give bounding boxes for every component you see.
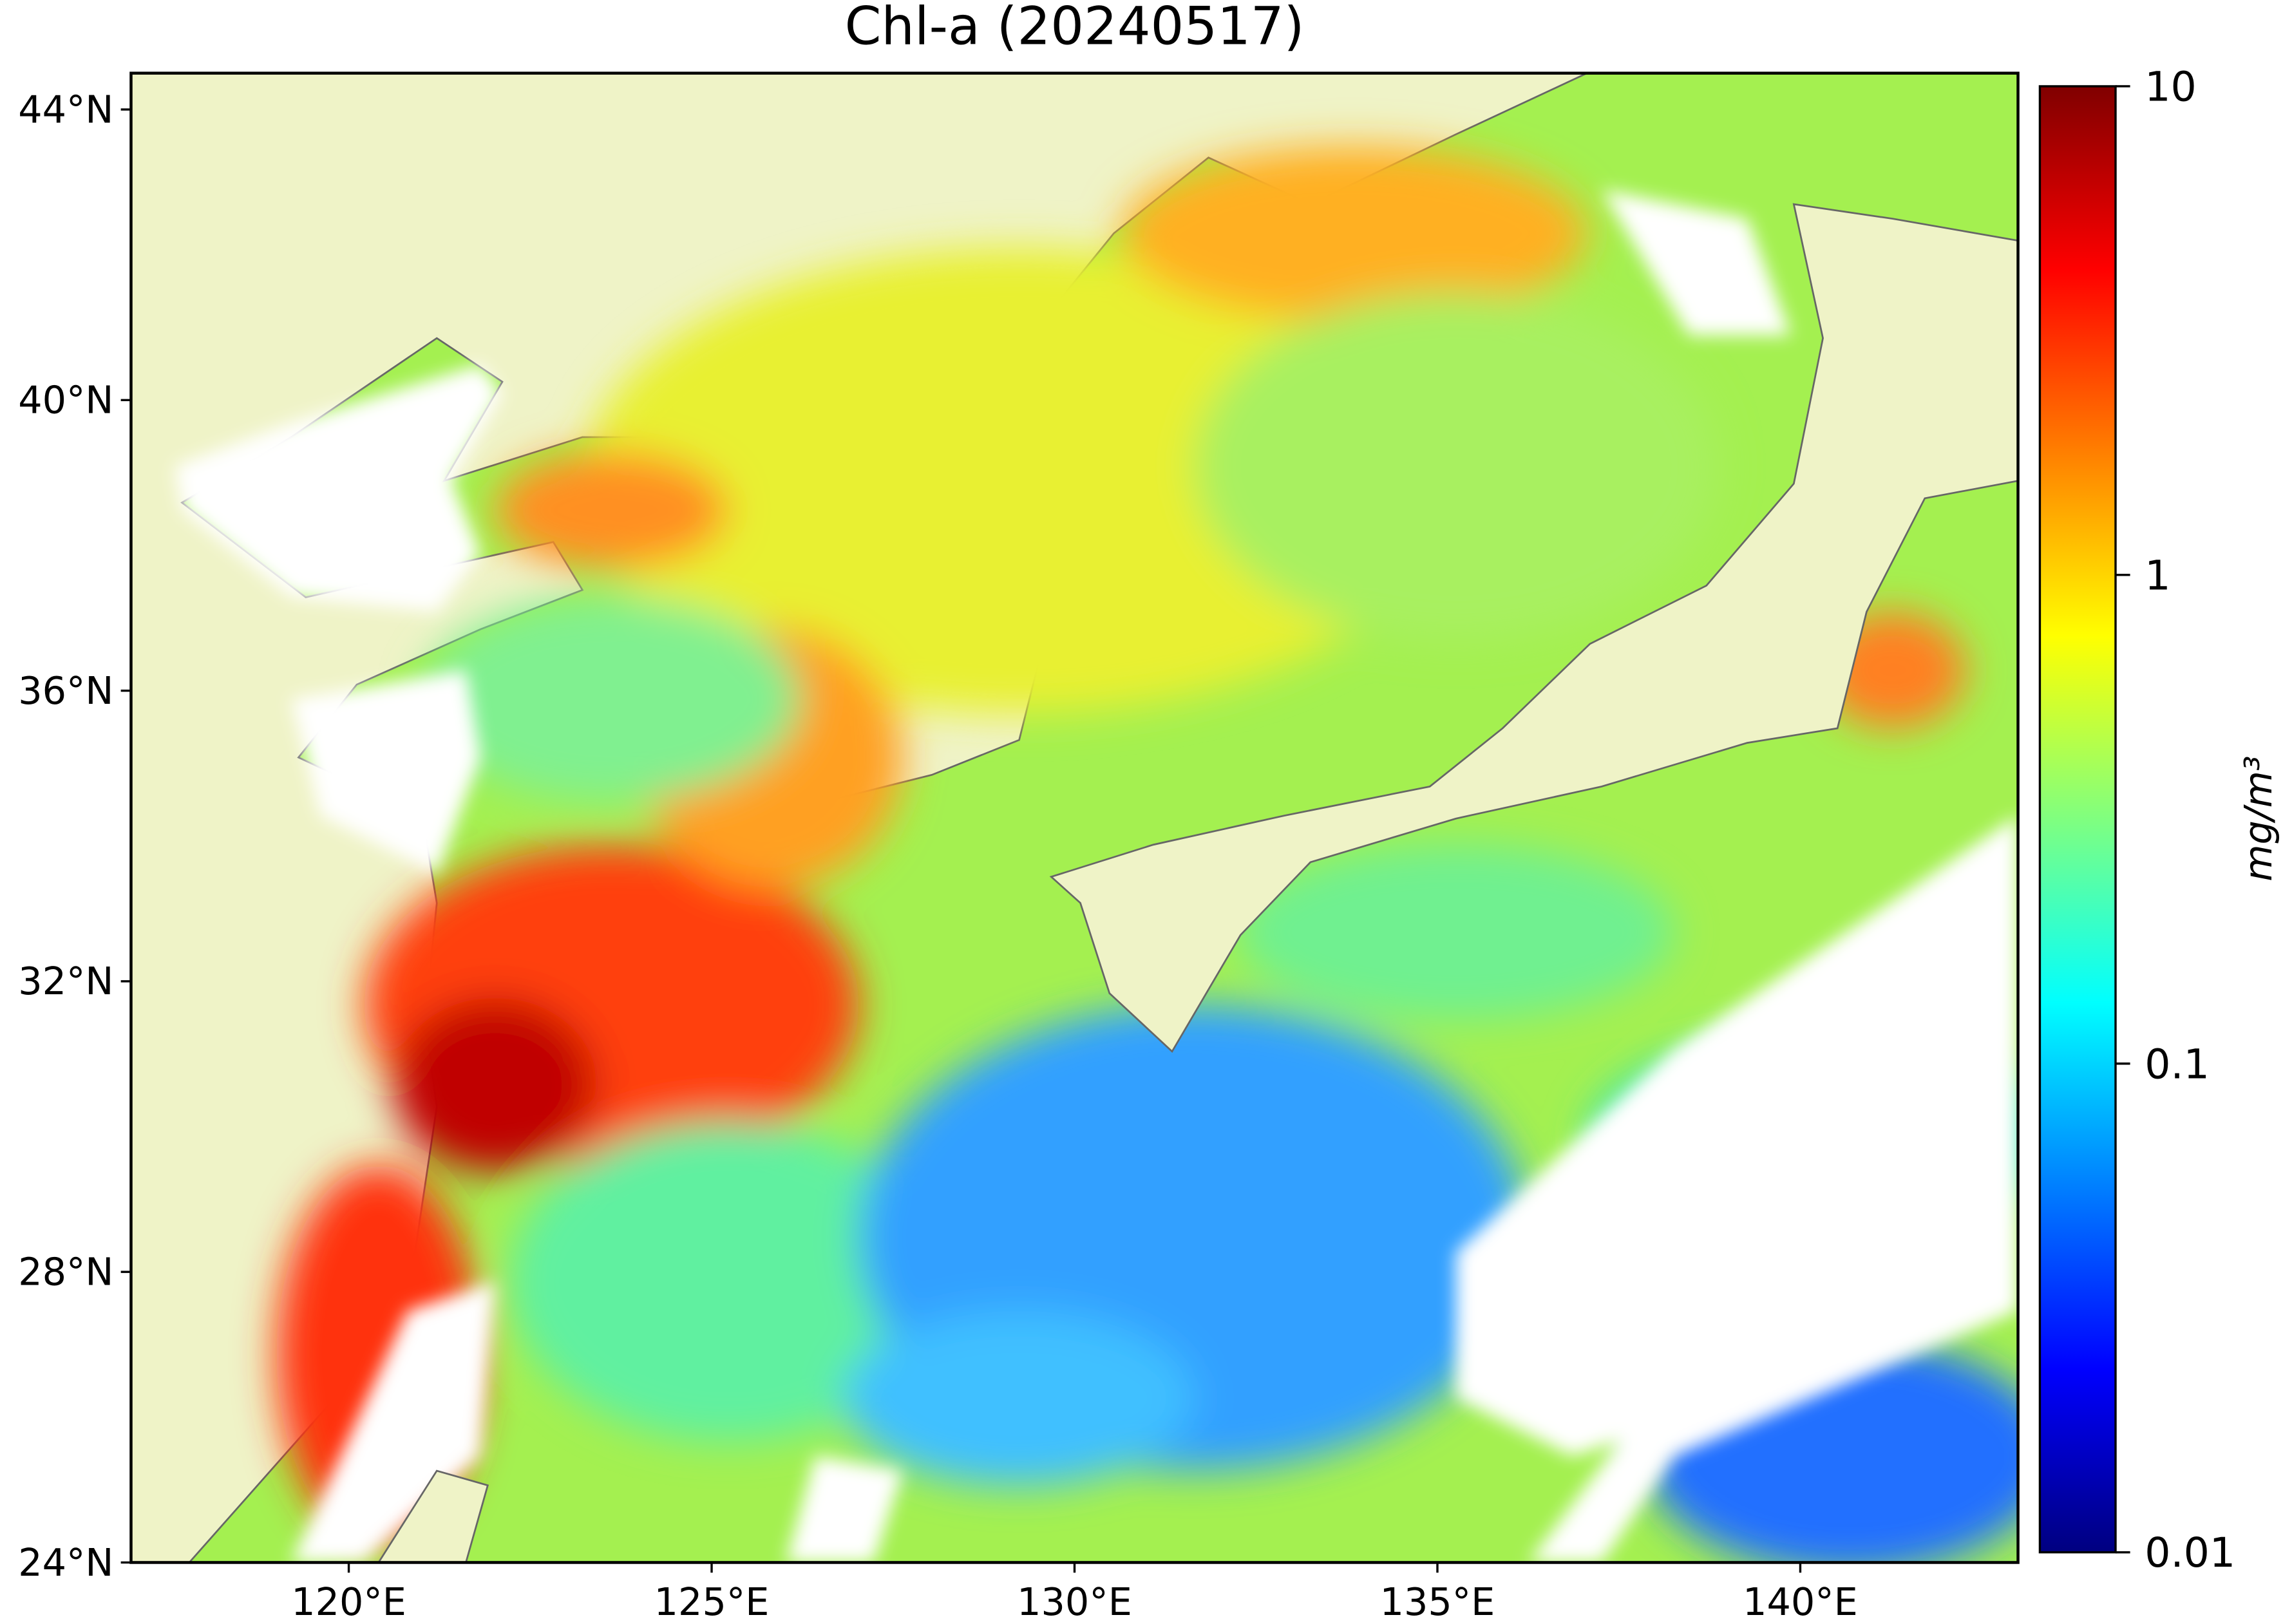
field-patch [1121,146,1587,321]
x-tick-label: 135°E [1380,1580,1495,1624]
cloud [786,1456,903,1563]
colorbar-tick-label: 10 [2145,63,2197,111]
y-tick-label: 32°N [18,959,113,1003]
field-patch [1237,844,1674,1020]
x-tick-label: 140°E [1743,1580,1858,1624]
field-patch [509,1121,947,1442]
cloud [1455,815,2018,1457]
x-tick-label: 125°E [654,1580,770,1624]
colorbar-tick-label: 0.01 [2145,1529,2235,1576]
y-tick-label: 44°N [18,87,113,131]
cloud [291,1281,495,1563]
field-patch [1193,291,1718,641]
y-tick-label: 28°N [18,1250,113,1294]
x-tick-label: 130°E [1017,1580,1132,1624]
field-patch [582,247,1456,714]
cloud-mask [175,189,2018,1563]
y-tick-label: 40°N [18,378,113,422]
taiwan-land [377,1469,489,1563]
map-area [131,73,2018,1563]
field-patch [844,1310,1194,1486]
map-title: Chl-a (20240517) [845,0,1305,57]
field-patch [422,597,801,802]
field-patch [495,451,728,569]
cloud [175,364,502,612]
japan-land [1049,203,2018,1053]
y-tick-label: 36°N [18,668,113,713]
cloud [1601,189,1791,335]
colorbar-tick-label: 0.1 [2145,1040,2210,1088]
cloud [1528,1281,2018,1563]
x-tick-label: 120°E [291,1580,406,1624]
colorbar-label: mg/m³ [2236,756,2280,882]
colorbar [2038,85,2117,1554]
field-patch [393,997,597,1173]
colorbar-tick-label: 1 [2145,551,2170,599]
y-tick-label: 24°N [18,1540,113,1585]
cloud [291,670,481,874]
